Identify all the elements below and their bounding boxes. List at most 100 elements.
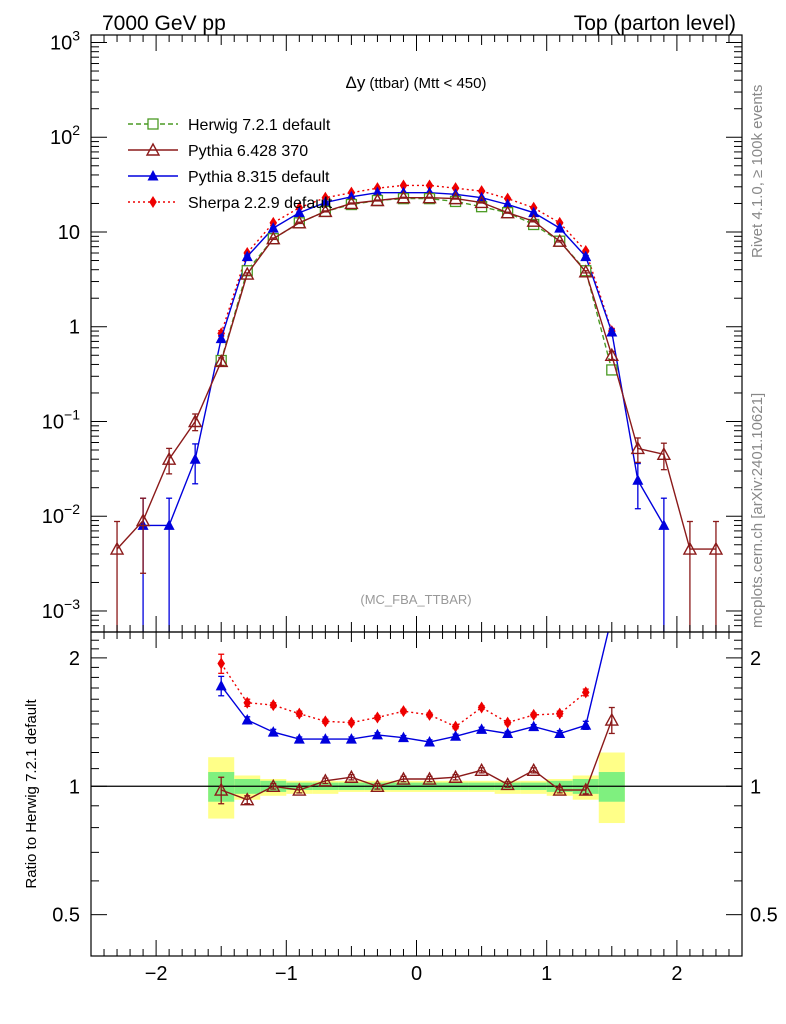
data-point-sherpa-ratio — [269, 699, 278, 712]
data-point-pythia6-ratio — [474, 762, 489, 777]
data-point-sherpa-ratio — [295, 707, 304, 720]
y-tick-label: 102 — [50, 122, 80, 149]
data-point-pythia6-ratio — [214, 782, 229, 796]
data-point-pythia6-ratio — [292, 782, 307, 796]
data-point-pythia6-ratio — [448, 769, 463, 783]
ratio-data-layer — [91, 632, 742, 824]
header-left: 7000 GeV pp — [102, 12, 226, 35]
data-point-sherpa-ratio — [217, 657, 225, 670]
data-point-sherpa-ratio — [321, 715, 330, 728]
data-point-pythia6-ratio — [318, 773, 333, 787]
series-pythia6-main — [109, 190, 724, 632]
data-point-herwig-main — [606, 364, 618, 376]
data-point-sherpa-main — [451, 182, 460, 195]
mcplots-label: mcplots.cern.ch [arXiv:2401.10621] — [749, 393, 766, 628]
data-point-sherpa-main — [425, 179, 434, 192]
data-point-pythia6-main — [422, 190, 437, 204]
data-point-pythia6-main — [500, 205, 515, 219]
ratio-y-ticks: 0.5 0.5 1 1 2 2 — [52, 631, 778, 957]
ratio-y-tick-label-right: 1 — [750, 776, 761, 798]
y-tick-exponent: 2 — [72, 122, 80, 138]
data-point-pythia6-main — [630, 440, 646, 455]
y-tick-base: 10 — [50, 33, 72, 55]
data-point-pythia6-ratio — [422, 771, 437, 785]
ratio-y-tick-label: 0.5 — [52, 905, 80, 927]
data-point-pythia8-main — [528, 206, 540, 218]
data-point-sherpa-ratio — [529, 708, 538, 721]
data-point-pythia8-main — [658, 519, 670, 530]
main-x-ticks — [90, 35, 743, 632]
y-tick-label: 103 — [50, 28, 80, 55]
data-point-sherpa-ratio — [347, 716, 356, 729]
data-point-sherpa-ratio — [399, 705, 408, 718]
data-point-pythia8-ratio — [424, 736, 436, 747]
data-point-pythia8-ratio — [319, 733, 331, 744]
ratio-y-tick-label-right: 2 — [750, 648, 761, 670]
data-point-pythia6-main — [552, 233, 567, 247]
header-right: Top (parton level) — [574, 12, 736, 35]
data-point-pythia8-ratio — [580, 719, 592, 730]
y-tick-label: 10−2 — [42, 501, 80, 528]
legend-label-pythia6: Pythia 6.428 370 — [188, 143, 308, 160]
y-tick-base: 10 — [42, 601, 64, 623]
data-point-pythia6-main — [344, 196, 359, 210]
data-point-pythia8-main — [554, 222, 566, 233]
legend-marker-pythia6 — [145, 142, 161, 156]
y-tick-base: 10 — [50, 127, 72, 149]
data-point-pythia8-ratio — [502, 727, 514, 738]
main-data-layer — [109, 179, 724, 632]
data-point-sherpa-main — [399, 179, 408, 192]
series-line-pythia6-ratio — [220, 719, 613, 801]
data-point-pythia6-main — [526, 213, 541, 227]
data-point-pythia6-main — [708, 541, 724, 555]
data-point-sherpa-ratio — [581, 686, 590, 699]
data-point-pythia8-main — [371, 186, 383, 198]
ratio-panel: 0.5 0.5 1 1 2 2 −2 −1 0 1 2 Ratio to Herwig 7.2.1… — [23, 631, 778, 985]
data-point-pythia8-ratio — [528, 720, 540, 732]
data-point-pythia6-main — [578, 264, 593, 278]
data-point-sherpa-ratio — [503, 716, 512, 729]
data-point-pythia6-ratio — [344, 769, 359, 783]
data-point-pythia6-main — [396, 190, 411, 204]
y-tick-exponent: −3 — [64, 596, 80, 612]
data-point-sherpa-ratio — [243, 696, 252, 709]
data-point-pythia8-ratio — [345, 733, 357, 744]
series-pythia6-ratio — [214, 706, 619, 806]
y-tick-exponent: 3 — [72, 28, 80, 44]
data-point-sherpa-ratio — [451, 720, 460, 733]
data-point-pythia6-main — [604, 347, 619, 361]
y-tick-label: 10−3 — [42, 596, 80, 623]
series-sherpa-ratio — [217, 653, 590, 733]
data-point-pythia6-main — [370, 193, 385, 207]
series-line-pythia8-ratio — [220, 632, 609, 743]
data-point-pythia8-ratio — [293, 733, 305, 744]
data-point-pythia8-ratio — [450, 730, 462, 741]
data-point-pythia6-ratio — [500, 776, 515, 791]
data-point-sherpa-ratio — [555, 707, 564, 720]
data-point-pythia6-main — [318, 203, 333, 218]
data-point-sherpa-main — [477, 185, 486, 198]
data-point-pythia8-main — [293, 206, 305, 218]
x-tick-label: −1 — [275, 963, 298, 985]
y-tick-base: 10 — [42, 411, 64, 433]
ratio-y-tick-label: 1 — [69, 776, 80, 798]
data-point-pythia8-ratio — [476, 723, 488, 734]
data-point-pythia8-ratio — [215, 679, 227, 691]
data-point-pythia8-main — [241, 250, 253, 262]
data-point-pythia6-main — [266, 231, 281, 245]
data-point-pythia8-ratio — [397, 731, 409, 743]
series-pythia8-main — [137, 186, 670, 632]
y-tick-base: 1 — [69, 317, 80, 339]
y-tick-label: 1 — [69, 317, 80, 339]
data-point-pythia6-main — [109, 541, 125, 555]
legend: Herwig 7.2.1 default Pythia 6.428 370 Pyth… — [128, 117, 333, 212]
y-tick-exponent: −1 — [64, 406, 80, 422]
data-point-pythia8-main — [163, 519, 175, 530]
data-point-pythia6-main — [474, 194, 489, 209]
data-point-pythia6-ratio — [240, 792, 255, 806]
ratio-frame — [90, 631, 743, 957]
legend-marker-herwig — [147, 118, 159, 130]
data-point-pythia6-main — [240, 266, 255, 280]
